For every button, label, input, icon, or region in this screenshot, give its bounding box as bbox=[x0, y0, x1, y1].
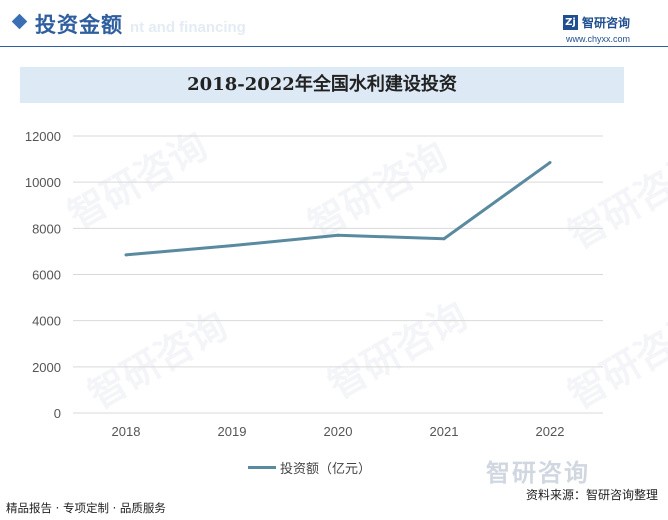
x-tick-label: 2020 bbox=[324, 424, 353, 439]
watermark-logo: 智研咨询 bbox=[486, 459, 590, 487]
data-point bbox=[548, 161, 552, 165]
data-point bbox=[230, 244, 234, 248]
y-tick-label: 0 bbox=[54, 406, 61, 421]
legend: 投资额（亿元） bbox=[248, 458, 371, 477]
data-point bbox=[124, 253, 128, 257]
page-header: 投资金额 nt and financing Zj 智研咨询 www.chyxx.… bbox=[0, 0, 668, 48]
y-tick-label: 2000 bbox=[32, 360, 61, 375]
series-line bbox=[125, 161, 551, 257]
data-point bbox=[442, 237, 446, 241]
y-tick-label: 8000 bbox=[32, 221, 61, 236]
section-title: 投资金额 bbox=[35, 13, 123, 37]
series-layer bbox=[124, 161, 552, 257]
footer-source: 资料来源：智研咨询整理 bbox=[525, 488, 658, 502]
chart-title-box: 2018-2022年全国水利建设投资 bbox=[20, 67, 624, 103]
legend-line-swatch bbox=[248, 466, 276, 469]
x-tick-label: 2021 bbox=[430, 424, 459, 439]
y-tick-label: 6000 bbox=[32, 268, 61, 283]
footer-slogan: 精品报告 · 专项定制 · 品质服务 bbox=[6, 501, 166, 515]
y-tick-label: 10000 bbox=[25, 175, 61, 190]
header-divider bbox=[0, 46, 668, 47]
data-point bbox=[336, 233, 340, 237]
x-tick-label: 2018 bbox=[112, 424, 141, 439]
x-axis-ticks: 2018 2019 2020 2021 2022 bbox=[112, 424, 565, 439]
brand-url: www.chyxx.com bbox=[565, 34, 630, 44]
y-tick-label: 4000 bbox=[32, 314, 61, 329]
x-tick-label: 2022 bbox=[536, 424, 565, 439]
section-subtitle: nt and financing bbox=[130, 19, 246, 36]
chart-title: 2018-2022年全国水利建设投资 bbox=[187, 74, 457, 95]
x-tick-label: 2019 bbox=[218, 424, 247, 439]
brand-name: 智研咨询 bbox=[581, 16, 630, 30]
grid-lines bbox=[73, 135, 603, 414]
brand-logo-icon: Zj bbox=[562, 15, 578, 30]
brand: Zj 智研咨询 bbox=[562, 14, 630, 31]
y-axis-ticks: 0 2000 4000 6000 8000 10000 12000 bbox=[25, 129, 61, 421]
y-tick-label: 12000 bbox=[25, 129, 61, 144]
legend-label: 投资额（亿元） bbox=[280, 462, 372, 477]
